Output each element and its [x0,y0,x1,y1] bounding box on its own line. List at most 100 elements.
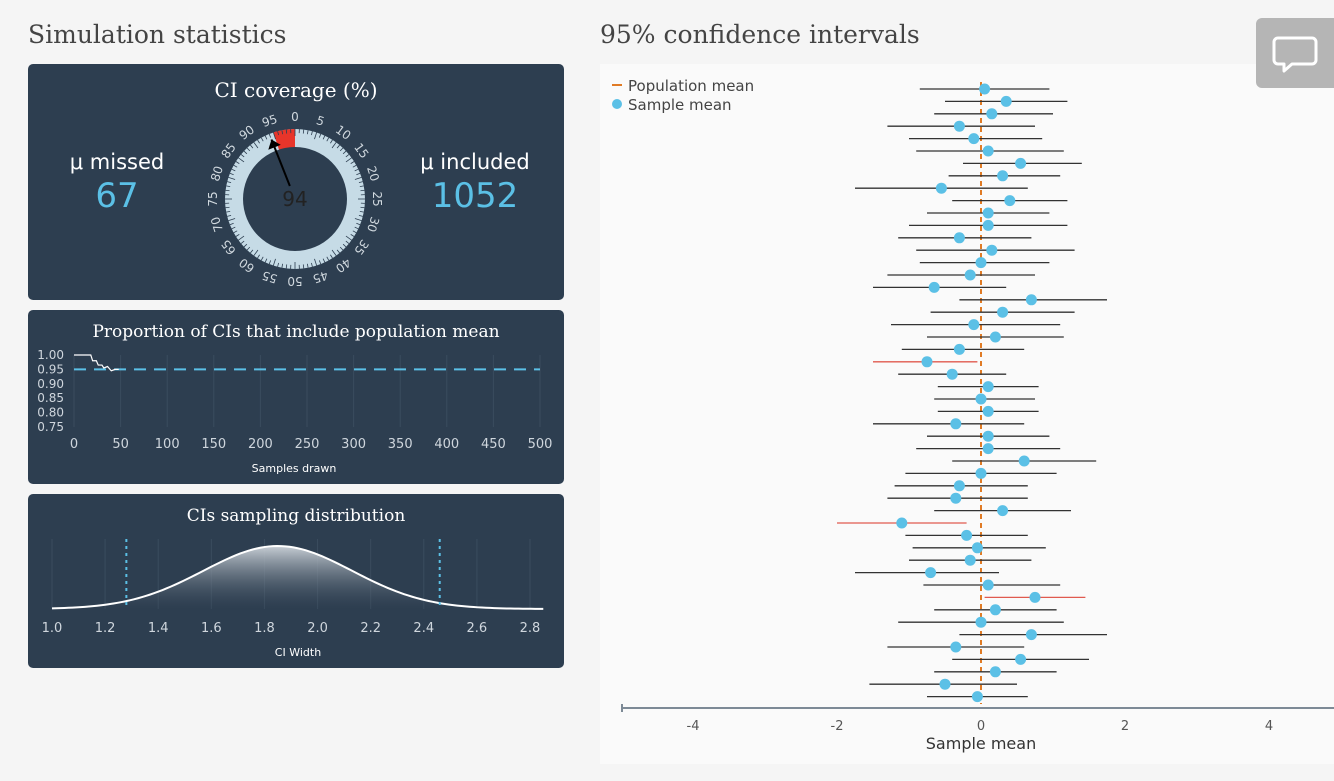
ci-sample-mean [989,331,1001,343]
gauge-tick [253,249,259,256]
gauge-tick [226,210,231,213]
proportion-x-tick: 50 [112,437,129,452]
gauge-tick [268,133,272,138]
ci-sample-mean [961,529,973,541]
gauge-tick-label: 25 [370,191,384,206]
legend-sample-mean: Sample mean [628,96,732,114]
proportion-line [74,354,119,372]
gauge-tick [257,254,260,259]
gauge-tick [235,161,240,164]
ci-sample-mean [928,281,940,293]
gauge-tick [326,137,330,142]
mu-included-label: μ included [420,150,530,174]
gauge-tick [272,132,276,140]
gauge-tick-label: 80 [208,164,226,183]
gauge-tick [339,246,344,251]
ci-sample-mean [968,319,980,331]
ci-sample-mean [1000,95,1012,107]
proportion-x-tick: 100 [155,437,180,452]
ci-sample-mean [968,133,980,145]
gauge-tick [285,129,288,134]
distribution-x-tick: 1.4 [148,621,169,636]
distribution-x-tick: 2.2 [360,621,381,636]
gauge-tick [231,168,236,172]
ci-chart: -4 -2 0 2 4 Population mean Sample mean Samp… [612,77,1334,753]
gauge-tick [354,176,362,180]
ci-sample-mean [939,678,951,690]
ci-sample-mean [975,393,987,405]
gauge-tick [238,157,245,163]
proportion-x-tick: 300 [341,437,366,452]
gauge-tick-label: 40 [333,255,354,275]
ci-sample-mean [986,244,998,256]
gauge-tick [235,234,240,237]
confidence-intervals-heading: 95% confidence intervals [600,20,920,49]
proportion-x-tick: 0 [70,437,78,452]
gauge-tick [360,206,365,209]
ci-sample-mean [1015,157,1027,169]
distribution-x-tick: 2.8 [520,621,541,636]
gauge-tick [318,260,322,265]
ci-coverage-panel: CI coverage (%) μ missed 67 μ included 1… [28,64,564,300]
ci-sample-mean [982,219,994,231]
ci-sample-mean [1025,294,1037,306]
gauge-tick-label: 50 [287,274,302,288]
gauge-tick [356,222,361,226]
ci-sample-mean [982,579,994,591]
ci-coverage-title: CI coverage (%) [214,78,378,102]
ci-sample-mean [971,691,983,703]
proportion-y-tick: 0.90 [37,377,64,391]
distribution-xlabel: CI Width [275,646,321,659]
chat-button[interactable] [1256,18,1334,88]
ci-sample-mean [1018,455,1030,467]
gauge-tick [246,147,251,152]
ci-sample-mean [997,306,1009,318]
mu-missed-value: 67 [95,176,139,216]
gauge-tick [272,258,276,266]
gauge-tick [359,185,364,188]
gauge-tick [306,130,309,135]
gauge-tick-label: 95 [260,112,279,130]
gauge-tick [225,206,230,209]
gauge-tick [231,226,236,230]
gauge-tick [314,132,318,140]
gauge-tick [264,258,268,263]
gauge-tick [359,210,364,213]
proportion-y-tick: 0.95 [37,362,64,376]
gauge-tick [311,262,313,267]
proportion-x-tick: 200 [248,437,273,452]
gauge-tick [350,161,355,164]
legend-population-mean: Population mean [628,77,754,95]
distribution-x-tick: 1.6 [201,621,222,636]
ci-sample-mean [982,381,994,393]
gauge-tick [277,131,279,136]
ci-sample-mean [979,83,991,95]
ci-x-tick: -2 [831,719,844,734]
gauge-tick [260,256,264,261]
gauge-tick [339,147,344,152]
proportion-panel: Proportion of CIs that include populatio… [28,310,564,484]
chat-icon [1272,36,1318,73]
gauge-tick [243,243,248,248]
gauge-tick-label: 35 [351,237,371,258]
gauge-tick [281,263,284,268]
gauge-tick [322,135,326,140]
proportion-x-tick: 350 [388,437,413,452]
gauge-tick [354,226,359,230]
ci-sample-mean [964,269,976,281]
ci-sample-mean [950,492,962,504]
gauge-tick-label: 45 [311,268,330,286]
gauge-tick [246,246,251,251]
proportion-y-tick: 1.00 [37,348,64,362]
gauge-tick [229,222,234,226]
gauge-tick [257,139,260,144]
distribution-curve [51,545,544,610]
gauge-tick [228,176,236,180]
gauge-tick-label: 15 [351,141,371,162]
ci-sample-mean [982,405,994,417]
ci-sample-mean [925,567,937,579]
gauge-tick [358,215,363,217]
mu-included-value: 1052 [431,176,519,216]
ci-sample-mean [950,641,962,653]
